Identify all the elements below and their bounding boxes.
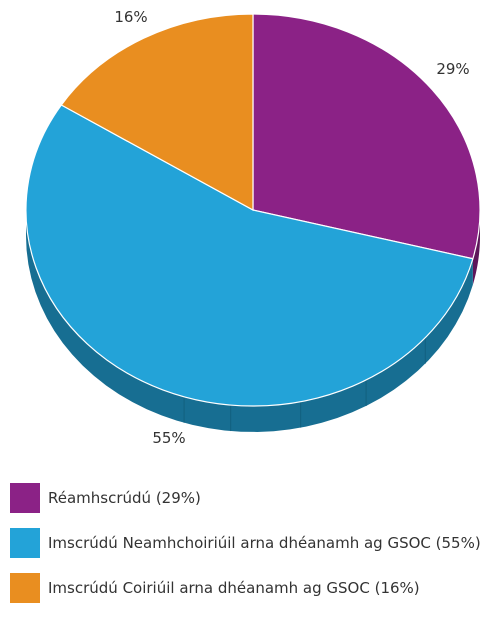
legend: Réamhscrúdú (29%) Imscrúdú Neamhchoiriúi… [10, 483, 481, 618]
data-label-0: 29% [436, 60, 469, 78]
legend-label: Imscrúdú Neamhchoiriúil arna dhéanamh ag… [48, 534, 481, 552]
data-label-2: 16% [114, 8, 147, 26]
pie-chart-svg: 29% 55% 16% [25, 8, 481, 447]
legend-swatch [10, 528, 40, 558]
pie-slice-1 [25, 104, 474, 407]
legend-item-imscrudu-coiriuil: Imscrúdú Coiriúil arna dhéanamh ag GSOC … [10, 573, 480, 603]
data-label-1: 55% [152, 429, 185, 447]
legend-swatch [10, 483, 40, 513]
legend-swatch [10, 573, 40, 603]
pie-chart: 29% 55% 16% [25, 8, 481, 447]
legend-item-reamhscrudu: Réamhscrúdú (29%) [10, 483, 480, 513]
legend-item-imscrudu-neamhchoiriuil: Imscrúdú Neamhchoiriúil arna dhéanamh ag… [10, 528, 481, 558]
legend-label: Imscrúdú Coiriúil arna dhéanamh ag GSOC … [48, 579, 420, 597]
pie-slice-0 [252, 13, 481, 260]
legend-label: Réamhscrúdú (29%) [48, 489, 201, 507]
pie-slice-2 [60, 13, 254, 212]
